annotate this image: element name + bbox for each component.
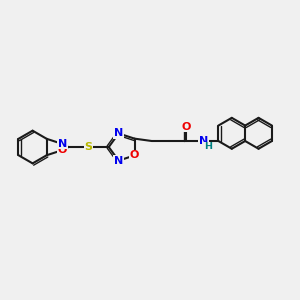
Text: N: N <box>58 139 67 149</box>
Text: N: N <box>114 128 123 139</box>
Text: O: O <box>130 150 139 161</box>
Text: N: N <box>199 136 208 146</box>
Text: N: N <box>114 156 123 166</box>
Text: O: O <box>58 145 67 155</box>
Text: O: O <box>182 122 191 132</box>
Text: S: S <box>85 142 93 152</box>
Text: H: H <box>204 142 212 152</box>
